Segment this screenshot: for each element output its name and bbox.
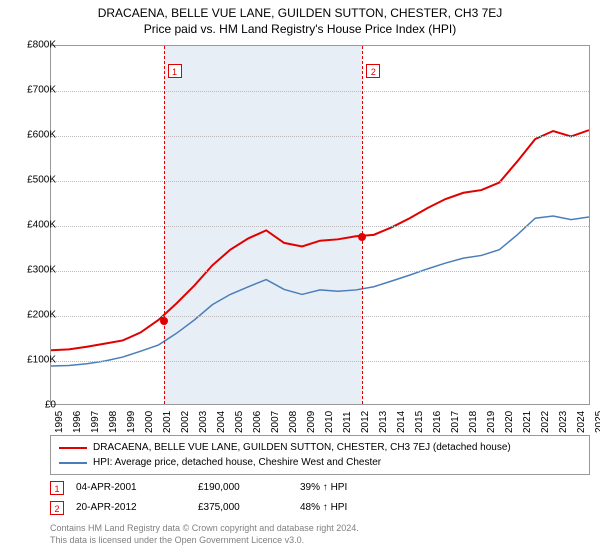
line-plot-svg (51, 46, 589, 404)
title-subtitle: Price paid vs. HM Land Registry's House … (0, 20, 600, 36)
footer-line-1: Contains HM Land Registry data © Crown c… (50, 522, 590, 534)
x-axis-tick-label: 2009 (306, 411, 317, 433)
x-axis-tick-label: 2021 (522, 411, 533, 433)
legend-swatch (59, 462, 87, 464)
x-axis-tick-label: 2014 (396, 411, 407, 433)
footer-line-2: This data is licensed under the Open Gov… (50, 534, 590, 546)
sale-delta: 39% ↑ HPI (300, 478, 390, 498)
x-axis-tick-label: 2016 (432, 411, 443, 433)
x-axis-tick-label: 2013 (378, 411, 389, 433)
x-axis-tick-label: 2002 (180, 411, 191, 433)
series-line (51, 130, 589, 350)
chart-titles: DRACAENA, BELLE VUE LANE, GUILDEN SUTTON… (0, 0, 600, 36)
x-axis-tick-label: 2019 (486, 411, 497, 433)
sale-price: £375,000 (198, 498, 288, 518)
event-marker-box: 2 (366, 64, 380, 78)
x-axis-tick-label: 2004 (216, 411, 227, 433)
gridline-h (51, 271, 589, 272)
gridline-h (51, 91, 589, 92)
gridline-h (51, 316, 589, 317)
y-axis-tick-label: £800K (27, 40, 56, 51)
sale-price: £190,000 (198, 478, 288, 498)
x-axis-tick-label: 2025 (594, 411, 600, 433)
x-axis-tick-label: 2023 (558, 411, 569, 433)
x-axis-tick-label: 2022 (540, 411, 551, 433)
y-axis-tick-label: £400K (27, 220, 56, 231)
plot-area: 12 (50, 45, 590, 405)
sale-marker-dot (358, 233, 366, 241)
gridline-h (51, 226, 589, 227)
x-axis-tick-label: 2018 (468, 411, 479, 433)
sale-marker-dot (160, 317, 168, 325)
x-axis-tick-label: 2015 (414, 411, 425, 433)
event-vertical-line (164, 46, 165, 404)
gridline-h (51, 361, 589, 362)
sale-index-box: 2 (50, 501, 64, 515)
sales-list: 1 04-APR-2001 £190,000 39% ↑ HPI 2 20-APR-201… (50, 478, 590, 518)
x-axis-tick-label: 2012 (360, 411, 371, 433)
x-axis-tick-label: 1997 (90, 411, 101, 433)
x-axis-tick-label: 1998 (108, 411, 119, 433)
y-axis-tick-label: £0 (45, 400, 56, 411)
gridline-h (51, 136, 589, 137)
x-axis-tick-label: 2008 (288, 411, 299, 433)
x-axis-tick-label: 2011 (342, 411, 353, 433)
x-axis-tick-label: 2001 (162, 411, 173, 433)
gridline-h (51, 181, 589, 182)
footer-attribution: Contains HM Land Registry data © Crown c… (50, 522, 590, 546)
x-axis-tick-label: 2024 (576, 411, 587, 433)
title-address: DRACAENA, BELLE VUE LANE, GUILDEN SUTTON… (0, 6, 600, 20)
sale-index-box: 1 (50, 481, 64, 495)
event-marker-box: 1 (168, 64, 182, 78)
x-axis-tick-label: 2020 (504, 411, 515, 433)
x-axis-tick-label: 1999 (126, 411, 137, 433)
y-axis-tick-label: £500K (27, 175, 56, 186)
x-axis-tick-label: 2017 (450, 411, 461, 433)
series-line (51, 216, 589, 366)
legend-box: DRACAENA, BELLE VUE LANE, GUILDEN SUTTON… (50, 435, 590, 475)
x-axis-tick-label: 2010 (324, 411, 335, 433)
y-axis-tick-label: £600K (27, 130, 56, 141)
sale-delta: 48% ↑ HPI (300, 498, 390, 518)
legend-label: DRACAENA, BELLE VUE LANE, GUILDEN SUTTON… (93, 440, 511, 455)
x-axis-tick-label: 2003 (198, 411, 209, 433)
y-axis-tick-label: £100K (27, 355, 56, 366)
y-axis-tick-label: £700K (27, 85, 56, 96)
x-axis-tick-label: 2006 (252, 411, 263, 433)
x-axis-tick-label: 1995 (54, 411, 65, 433)
y-axis-tick-label: £300K (27, 265, 56, 276)
sale-date: 20-APR-2012 (76, 498, 186, 518)
x-axis-tick-label: 2007 (270, 411, 281, 433)
x-axis-tick-label: 2000 (144, 411, 155, 433)
chart-container: DRACAENA, BELLE VUE LANE, GUILDEN SUTTON… (0, 0, 600, 560)
y-axis-tick-label: £200K (27, 310, 56, 321)
x-axis-tick-label: 1996 (72, 411, 83, 433)
legend-label: HPI: Average price, detached house, Ches… (93, 455, 381, 470)
legend-swatch (59, 447, 87, 449)
sale-row: 1 04-APR-2001 £190,000 39% ↑ HPI (50, 478, 590, 498)
event-vertical-line (362, 46, 363, 404)
legend-row: HPI: Average price, detached house, Ches… (59, 455, 581, 470)
legend-row: DRACAENA, BELLE VUE LANE, GUILDEN SUTTON… (59, 440, 581, 455)
sale-date: 04-APR-2001 (76, 478, 186, 498)
x-axis-tick-label: 2005 (234, 411, 245, 433)
sale-row: 2 20-APR-2012 £375,000 48% ↑ HPI (50, 498, 590, 518)
